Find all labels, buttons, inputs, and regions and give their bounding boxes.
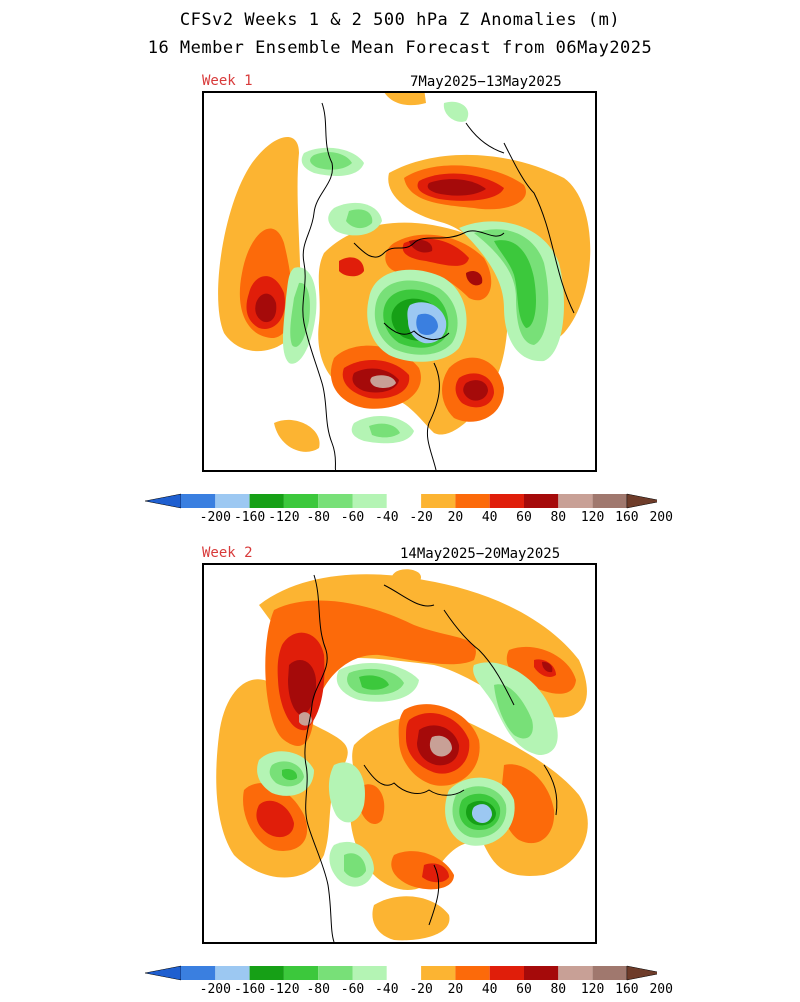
colorbar-tick-label: -80: [306, 982, 330, 997]
colorbar-swatch: [421, 494, 456, 508]
colorbar-tick-label: 80: [550, 510, 567, 525]
colorbar-swatch: [489, 966, 524, 980]
colorbar-low-arrow: [145, 493, 182, 509]
colorbar-tick-label: 200: [649, 982, 673, 997]
colorbar-tick-label: -80: [306, 510, 330, 525]
colorbar-swatch: [455, 494, 490, 508]
colorbar-tick-label: 120: [580, 982, 605, 997]
colorbar-swatch: [558, 966, 593, 980]
panel-1-label: Week 1: [202, 73, 253, 89]
colorbar-swatch: [386, 966, 422, 980]
colorbar-swatch: [215, 494, 250, 508]
week-2-anomaly-field: [216, 569, 588, 942]
week-1-anomaly-field: [218, 93, 591, 470]
colorbar-tick-label: -160: [233, 982, 266, 997]
colorbar-tick-label: 160: [615, 510, 639, 525]
colorbar-swatch: [283, 494, 319, 508]
colorbar-swatch: [352, 966, 387, 980]
colorbar-swatch: [592, 494, 627, 508]
colorbar-swatch: [455, 966, 490, 980]
chart-title: CFSv2 Weeks 1 & 2 500 hPa Z Anomalies (m…: [179, 10, 621, 30]
colorbar-2-labels: -200 -160 -120 -80 -60 -40 -20 20 40 60 80 120 160 20…: [145, 982, 673, 998]
colorbar-swatch: [489, 494, 524, 508]
colorbar-swatch: [181, 966, 216, 980]
colorbar-tick-label: 80: [550, 982, 567, 997]
colorbar-swatch: [283, 966, 319, 980]
colorbar-swatch: [524, 966, 559, 980]
colorbar-tick-label: 200: [649, 510, 673, 525]
chart-subtitle: 16 Member Ensemble Mean Forecast from 06…: [147, 38, 653, 58]
colorbar-tick-label: 60: [516, 982, 532, 997]
colorbar-low-arrow: [145, 965, 182, 981]
colorbar-tick-label: -40: [375, 510, 399, 525]
colorbar-high-arrow: [626, 965, 657, 981]
colorbar-tick-label: -60: [340, 510, 365, 525]
colorbar-swatch: [524, 494, 559, 508]
panel-1-dates: 7May2025−13May2025: [410, 74, 562, 90]
colorbar-swatch: [352, 494, 387, 508]
colorbar-swatch: [215, 966, 250, 980]
week-1-map: [202, 91, 597, 472]
colorbar-swatch: [421, 966, 456, 980]
panel-2-label: Week 2: [202, 545, 253, 561]
colorbar-tick-label: 40: [481, 510, 498, 525]
colorbar-tick-label: -20: [409, 982, 433, 997]
colorbar-tick-label: 40: [481, 982, 498, 997]
colorbar-tick-label: 20: [447, 982, 464, 997]
colorbar-tick-label: -200: [199, 982, 231, 997]
colorbar-tick-label: -200: [199, 510, 231, 525]
colorbar-tick-label: -160: [233, 510, 266, 525]
colorbar-1-labels: -200 -160 -120 -80 -60 -40 -20 20 40 60 80 120 160 20…: [145, 510, 673, 526]
colorbar-swatch: [181, 494, 216, 508]
colorbar-swatch: [318, 494, 353, 508]
colorbar-tick-label: -120: [268, 982, 300, 997]
colorbar-1: [145, 493, 657, 509]
colorbar-swatch: [249, 494, 284, 508]
colorbar-tick-label: -20: [409, 510, 433, 525]
colorbar-swatch: [592, 966, 627, 980]
colorbar-tick-label: 60: [516, 510, 532, 525]
week-2-map: [202, 563, 597, 944]
colorbar-swatch: [558, 494, 593, 508]
colorbar-swatch: [249, 966, 284, 980]
panel-2-dates: 14May2025−20May2025: [400, 546, 561, 562]
colorbar-tick-label: -60: [340, 982, 365, 997]
colorbar-swatch: [318, 966, 353, 980]
colorbar-high-arrow: [626, 493, 657, 509]
colorbar-tick-label: -120: [268, 510, 300, 525]
colorbar-tick-label: -40: [375, 982, 399, 997]
colorbar-2: [145, 965, 657, 981]
colorbar-tick-label: 160: [615, 982, 639, 997]
colorbar-tick-label: 120: [580, 510, 605, 525]
colorbar-tick-label: 20: [447, 510, 464, 525]
colorbar-swatch: [386, 494, 422, 508]
